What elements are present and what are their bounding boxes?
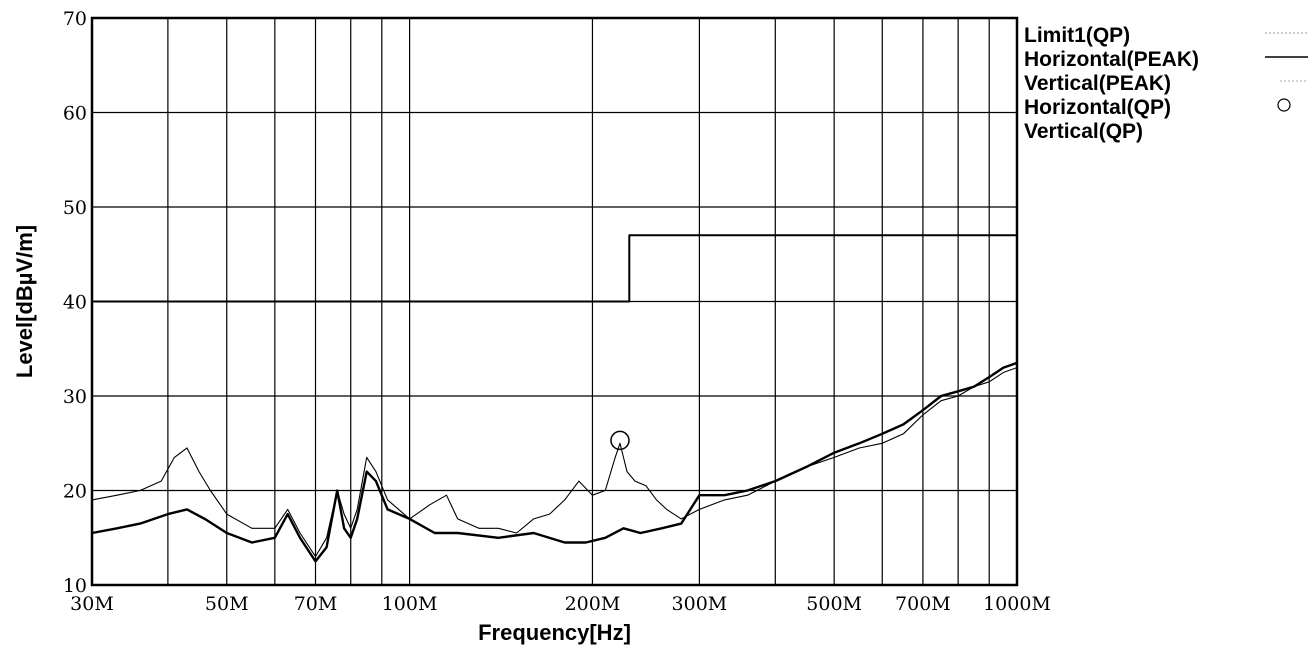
x-tick-label: 50M (205, 593, 249, 615)
y-axis-title: Level[dBµV/m] (12, 225, 37, 378)
y-tick-label: 30 (63, 386, 87, 408)
legend-swatch-horizontal-qp (1277, 98, 1291, 112)
horizontal-qp-point (610, 430, 630, 451)
x-tick-label: 30M (70, 593, 114, 615)
y-tick-label: 60 (63, 103, 87, 125)
x-tick-label: 700M (895, 593, 951, 615)
x-tick-label: 70M (294, 593, 338, 615)
y-tick-label: 70 (63, 8, 87, 30)
legend-label-horizontal-peak: Horizontal(PEAK) (1024, 48, 1199, 71)
plot-frame (90, 16, 1019, 587)
legend-label-vertical-qp: Vertical(QP) (1024, 120, 1143, 143)
legend-label-vertical-peak: Vertical(PEAK) (1024, 72, 1171, 95)
y-tick-labels: 10 20 30 40 50 60 70 (63, 8, 87, 597)
vertical-peak-line (91, 367, 1018, 558)
x-tick-label: 500M (806, 593, 862, 615)
y-tick-label: 50 (63, 197, 87, 219)
x-axis-title: Frequency[Hz] (478, 620, 631, 645)
horizontal-peak-line (91, 361, 1018, 563)
y-tick-label: 40 (63, 292, 87, 314)
legend-label-limit1-qp: Limit1(QP) (1024, 24, 1130, 47)
x-tick-label: 300M (672, 593, 728, 615)
x-tick-label: 1000M (983, 593, 1051, 615)
limit1-qp-line (92, 234, 1017, 303)
x-tick-label: 100M (382, 593, 438, 615)
series-layer (91, 234, 1018, 563)
legend: Limit1(QP)Horizontal(PEAK)Vertical(PEAK)… (1024, 24, 1308, 143)
y-tick-label: 10 (63, 575, 87, 597)
y-tick-label: 20 (63, 481, 87, 503)
x-tick-label: 200M (565, 593, 621, 615)
x-tick-labels: 30M 50M 70M 100M 200M 300M 500M 700M 1000M (70, 593, 1051, 615)
legend-label-horizontal-qp: Horizontal(QP) (1024, 96, 1171, 119)
